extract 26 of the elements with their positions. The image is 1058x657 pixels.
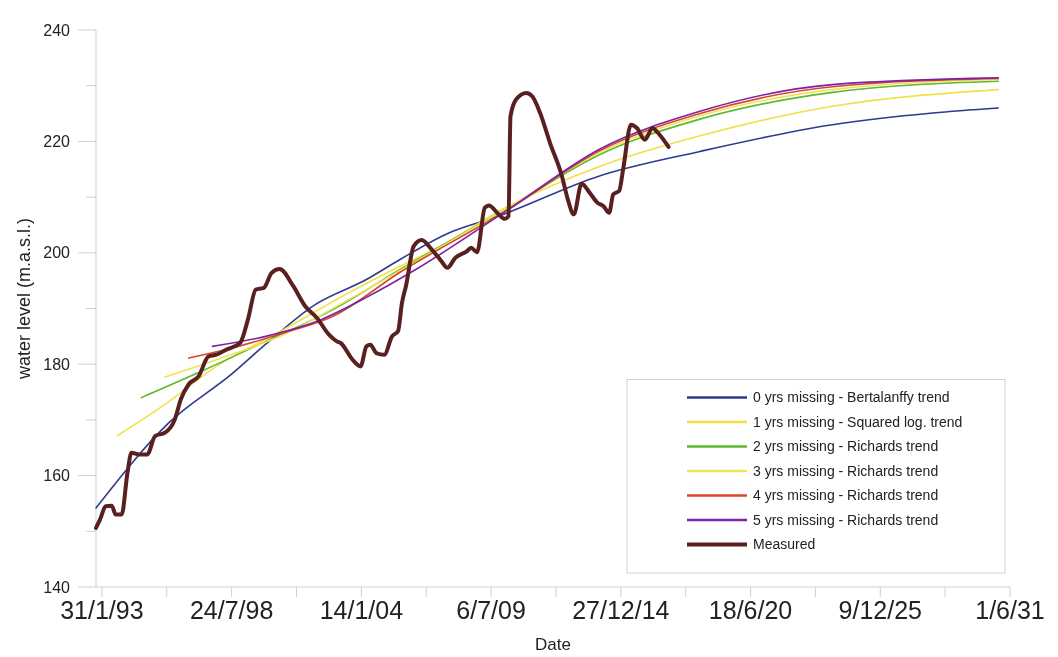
legend-label: 1 yrs missing - Squared log. trend	[753, 413, 963, 430]
x-tick-label: 31/1/93	[60, 596, 144, 624]
legend-label: 2 yrs missing - Richards trend	[753, 438, 939, 455]
legend-label: 3 yrs missing - Richards trend	[753, 462, 939, 479]
line-series	[95, 107, 999, 509]
y-tick-label: 240	[43, 21, 71, 39]
line-series	[116, 88, 999, 437]
y-tick-label: 200	[43, 244, 71, 262]
x-tick-label: 9/12/25	[838, 596, 922, 624]
y-tick-label: 160	[43, 467, 71, 485]
x-tick-label: 6/7/09	[456, 596, 526, 624]
line-series	[94, 90, 671, 530]
x-tick-label: 14/1/04	[319, 596, 404, 624]
x-axis-title: Date	[535, 635, 571, 654]
y-tick-label: 220	[43, 133, 71, 150]
y-tick-label: 140	[43, 578, 71, 596]
x-tick-label: 24/7/98	[189, 596, 274, 624]
y-tick-label: 180	[43, 355, 71, 373]
legend-label: 4 yrs missing - Richards trend	[753, 487, 939, 504]
legend-label: Measured	[753, 536, 816, 553]
legend-label: 0 yrs missing - Bertalanffy trend	[753, 389, 950, 406]
x-tick-label: 1/6/31	[975, 596, 1045, 624]
y-axis-title: water level (m.a.s.l.)	[14, 217, 34, 381]
x-tick-label: 18/6/20	[708, 596, 793, 624]
x-tick-label: 27/12/14	[572, 596, 670, 624]
legend-label: 5 yrs missing - Richards trend	[753, 511, 939, 528]
